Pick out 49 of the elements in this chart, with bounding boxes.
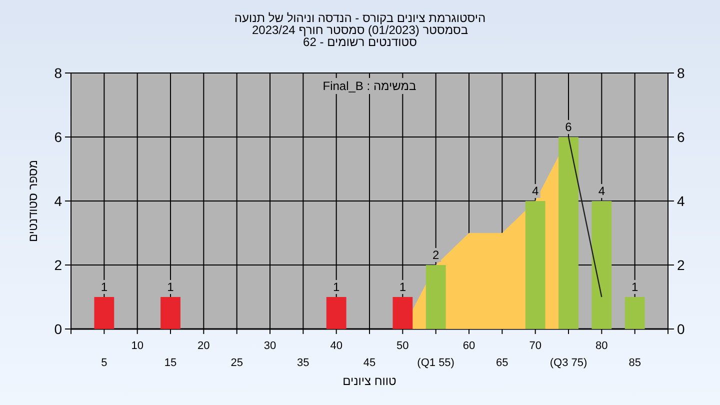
x-tick-label: (Q3 75) <box>550 357 588 369</box>
data-label: 6 <box>565 120 572 134</box>
chart-title: היסטוגרמת ציונים בקורס - הנדסה וניהול של תנועה בסמסטר (01/2023) סמסטר חורף 2023/24 סטודנטים רשומים - 62 <box>234 11 486 49</box>
y-tick-label: 0 <box>54 321 62 337</box>
y-axis-title: מספר סטודנטים <box>26 160 40 242</box>
x-tick-label: 65 <box>496 357 508 369</box>
bar <box>426 265 446 329</box>
x-tick-label: 30 <box>264 340 276 352</box>
x-tick-label: 35 <box>297 357 310 369</box>
x-tick-label: 60 <box>462 340 476 352</box>
y2-tick-label: 0 <box>677 321 685 337</box>
data-label: 1 <box>399 280 406 294</box>
data-label: 1 <box>631 280 638 294</box>
data-label: 2 <box>432 248 440 262</box>
x-tick-label: 25 <box>230 357 243 369</box>
y-tick-label: 6 <box>54 129 62 145</box>
x-tick-label: 70 <box>529 340 542 352</box>
annotation: במשימה : Final_B <box>322 79 416 93</box>
x-tick-label: 80 <box>596 340 608 352</box>
y-tick-label: 2 <box>54 257 62 273</box>
x-tick-label: (Q1 55) <box>417 357 454 369</box>
bar <box>392 297 413 329</box>
x-tick-label: 40 <box>330 340 342 352</box>
x-tick-label: 15 <box>164 357 177 369</box>
y2-tick-label: 2 <box>677 257 685 273</box>
x-tick-label: 50 <box>396 340 409 352</box>
x-tick-label: 85 <box>628 357 641 369</box>
data-label: 4 <box>598 184 606 198</box>
bar <box>160 297 180 329</box>
x-tick-label: 20 <box>198 340 210 352</box>
y2-tick-label: 4 <box>677 193 685 209</box>
x-tick-label: 5 <box>101 357 108 369</box>
bar <box>558 137 578 329</box>
y2-tick-label: 6 <box>677 129 685 145</box>
bar <box>326 297 346 329</box>
x-tick-label: 45 <box>363 357 376 369</box>
data-label: 1 <box>332 280 340 294</box>
bar <box>525 201 546 329</box>
data-label: 4 <box>532 184 539 198</box>
bar <box>624 297 645 329</box>
x-tick-label: 10 <box>131 340 144 352</box>
data-label: 1 <box>167 280 174 294</box>
y2-tick-label: 8 <box>677 65 685 81</box>
data-label: 1 <box>100 280 108 294</box>
bar <box>592 201 612 329</box>
bar <box>94 297 114 329</box>
x-axis-title: טווח ציונים <box>342 374 397 388</box>
y-tick-label: 4 <box>54 193 62 209</box>
y-tick-label: 8 <box>54 65 62 81</box>
